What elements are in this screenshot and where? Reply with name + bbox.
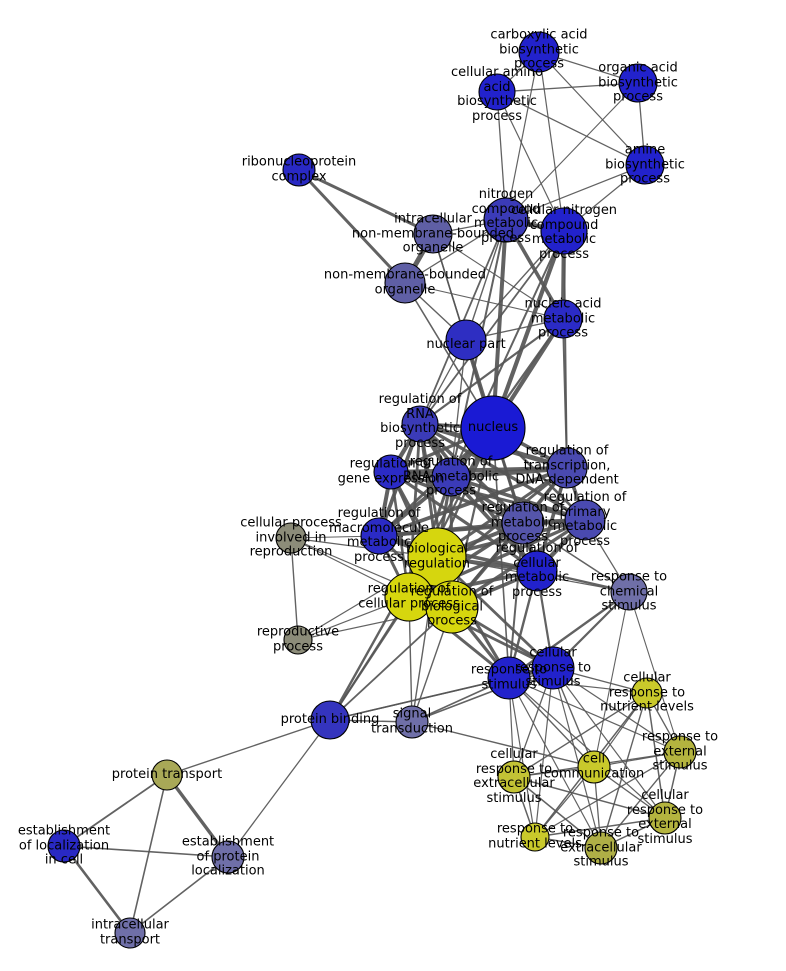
- graph-edge: [418, 317, 565, 426]
- graph-node[interactable]: [648, 801, 682, 835]
- graph-node[interactable]: [501, 501, 545, 545]
- graph-node[interactable]: [631, 677, 663, 709]
- graph-edge: [496, 91, 646, 166]
- graph-edge: [491, 218, 508, 430]
- graph-node[interactable]: [275, 522, 307, 554]
- graph-edge: [329, 606, 453, 721]
- graph-node[interactable]: [114, 917, 146, 949]
- graph-edge: [508, 522, 524, 679]
- graph-edge: [538, 51, 646, 166]
- graph-edge: [508, 677, 602, 849]
- graph-node[interactable]: [625, 145, 665, 185]
- graph-edge: [507, 590, 631, 680]
- graph-node[interactable]: [543, 299, 583, 339]
- graph-node[interactable]: [282, 153, 316, 187]
- graph-node[interactable]: [564, 499, 606, 541]
- graph-edge: [593, 591, 630, 768]
- graph-edge: [62, 844, 132, 935]
- graph-edge: [508, 677, 666, 819]
- graph-node[interactable]: [531, 646, 575, 690]
- graph-node[interactable]: [413, 214, 453, 254]
- graph-edge: [418, 422, 539, 573]
- graph-edge: [505, 164, 646, 221]
- graph-node[interactable]: [360, 517, 398, 555]
- graph-node[interactable]: [401, 405, 439, 443]
- graph-edge: [534, 667, 554, 838]
- graph-node[interactable]: [497, 760, 531, 794]
- graph-edge: [505, 51, 540, 221]
- graph-edge: [600, 692, 648, 849]
- graph-edge: [492, 427, 510, 679]
- node-layer: [47, 31, 697, 949]
- graph-edge: [490, 228, 567, 431]
- graph-node[interactable]: [431, 457, 471, 497]
- graph-edge: [562, 318, 568, 469]
- graph-node[interactable]: [610, 573, 648, 611]
- graph-edge: [63, 774, 168, 847]
- graph-edge: [377, 466, 569, 538]
- graph-edge: [290, 537, 299, 641]
- graph-node[interactable]: [663, 735, 697, 769]
- graph-node[interactable]: [520, 822, 550, 852]
- graph-node[interactable]: [373, 454, 409, 490]
- graph-edge: [166, 719, 331, 776]
- graph-node[interactable]: [310, 700, 350, 740]
- graph-node[interactable]: [395, 705, 429, 739]
- graph-edge: [508, 677, 681, 753]
- graph-edge: [538, 51, 565, 232]
- graph-edge: [227, 719, 331, 858]
- graph-edge: [513, 776, 666, 819]
- graph-edge: [419, 230, 565, 425]
- graph-edge: [63, 845, 229, 858]
- graph-node[interactable]: [540, 207, 588, 255]
- graph-edge: [513, 776, 602, 849]
- graph-node[interactable]: [47, 829, 81, 863]
- graph-edge: [404, 282, 564, 320]
- graph-node[interactable]: [211, 840, 245, 874]
- graph-edge: [449, 475, 587, 522]
- graph-edge: [505, 82, 639, 221]
- graph-edge: [628, 591, 681, 753]
- graph-node[interactable]: [518, 31, 560, 73]
- graph-node[interactable]: [445, 319, 487, 361]
- graph-node[interactable]: [478, 73, 516, 111]
- graph-edge: [465, 230, 565, 341]
- graph-node[interactable]: [577, 750, 611, 784]
- graph-node[interactable]: [584, 831, 618, 865]
- graph-edge: [297, 168, 435, 236]
- graph-edge: [508, 677, 536, 838]
- graph-edge: [513, 692, 648, 778]
- graph-edge: [534, 817, 666, 838]
- graph-edge: [129, 774, 168, 934]
- graph-edge: [508, 677, 648, 694]
- graph-node[interactable]: [384, 262, 426, 304]
- graph-edge: [496, 82, 639, 93]
- edge-layer: [62, 51, 681, 935]
- graph-edge: [297, 168, 407, 285]
- graph-edge: [389, 470, 539, 573]
- graph-node[interactable]: [425, 580, 479, 634]
- graph-edge: [552, 667, 602, 849]
- graph-edge: [389, 466, 569, 474]
- graph-node[interactable]: [516, 550, 558, 592]
- graph-edge: [165, 773, 230, 859]
- graph-node[interactable]: [283, 625, 313, 655]
- graph-node[interactable]: [483, 197, 529, 243]
- graph-edge: [534, 751, 681, 838]
- graph-edge: [496, 91, 565, 232]
- graph-edge: [552, 667, 681, 753]
- graph-edge: [411, 721, 595, 768]
- graph-node[interactable]: [151, 759, 183, 791]
- graph-node[interactable]: [384, 572, 434, 622]
- graph-node[interactable]: [618, 63, 658, 103]
- graph-node[interactable]: [487, 656, 531, 700]
- graph-edge: [129, 856, 229, 934]
- graph-edge: [432, 233, 564, 320]
- graph-node[interactable]: [460, 395, 526, 461]
- graph-node[interactable]: [546, 447, 588, 489]
